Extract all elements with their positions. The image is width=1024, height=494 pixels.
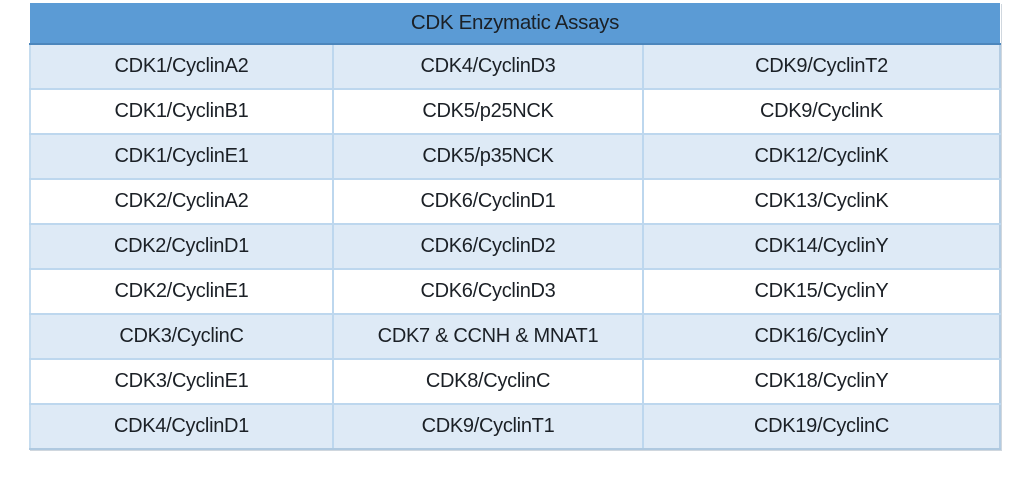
table-row: CDK3/CyclinE1 CDK8/CyclinC CDK18/CyclinY (29, 358, 1001, 405)
table-cell: CDK1/CyclinA2 (29, 43, 334, 90)
table-cell: CDK4/CyclinD1 (29, 403, 334, 450)
table-row: CDK2/CyclinA2 CDK6/CyclinD1 CDK13/Cyclin… (29, 178, 1001, 225)
table-cell: CDK2/CyclinD1 (29, 223, 334, 270)
table-cell: CDK5/p35NCK (332, 133, 644, 180)
table-cell: CDK9/CyclinT2 (642, 43, 1001, 90)
table-cell: CDK12/CyclinK (642, 133, 1001, 180)
cdk-enzymatic-assays-table: CDK Enzymatic Assays CDK1/CyclinA2 CDK4/… (29, 3, 1001, 450)
table-cell: CDK9/CyclinK (642, 88, 1001, 135)
table-cell: CDK8/CyclinC (332, 358, 644, 405)
table-cell: CDK6/CyclinD1 (332, 178, 644, 225)
table-row: CDK3/CyclinC CDK7 & CCNH & MNAT1 CDK16/C… (29, 313, 1001, 360)
table-cell: CDK3/CyclinC (29, 313, 334, 360)
table-cell: CDK4/CyclinD3 (332, 43, 644, 90)
table-cell: CDK16/CyclinY (642, 313, 1001, 360)
table-cell: CDK6/CyclinD3 (332, 268, 644, 315)
table-cell: CDK6/CyclinD2 (332, 223, 644, 270)
table-cell: CDK15/CyclinY (642, 268, 1001, 315)
table-row: CDK2/CyclinD1 CDK6/CyclinD2 CDK14/Cyclin… (29, 223, 1001, 270)
table-cell: CDK3/CyclinE1 (29, 358, 334, 405)
table-cell: CDK7 & CCNH & MNAT1 (332, 313, 644, 360)
table-title: CDK Enzymatic Assays (30, 3, 1000, 45)
table-cell: CDK13/CyclinK (642, 178, 1001, 225)
table-cell: CDK1/CyclinE1 (29, 133, 334, 180)
table-cell: CDK14/CyclinY (642, 223, 1001, 270)
table-row: CDK2/CyclinE1 CDK6/CyclinD3 CDK15/Cyclin… (29, 268, 1001, 315)
table-cell: CDK5/p25NCK (332, 88, 644, 135)
table-cell: CDK19/CyclinC (642, 403, 1001, 450)
table-row: CDK1/CyclinA2 CDK4/CyclinD3 CDK9/CyclinT… (29, 43, 1001, 90)
table-row: CDK1/CyclinB1 CDK5/p25NCK CDK9/CyclinK (29, 88, 1001, 135)
table-cell: CDK9/CyclinT1 (332, 403, 644, 450)
table-cell: CDK2/CyclinE1 (29, 268, 334, 315)
table-cell: CDK2/CyclinA2 (29, 178, 334, 225)
table-cell: CDK18/CyclinY (642, 358, 1001, 405)
table-header-row: CDK Enzymatic Assays (30, 3, 1000, 45)
table-cell: CDK1/CyclinB1 (29, 88, 334, 135)
table-row: CDK4/CyclinD1 CDK9/CyclinT1 CDK19/Cyclin… (29, 403, 1001, 450)
table-row: CDK1/CyclinE1 CDK5/p35NCK CDK12/CyclinK (29, 133, 1001, 180)
